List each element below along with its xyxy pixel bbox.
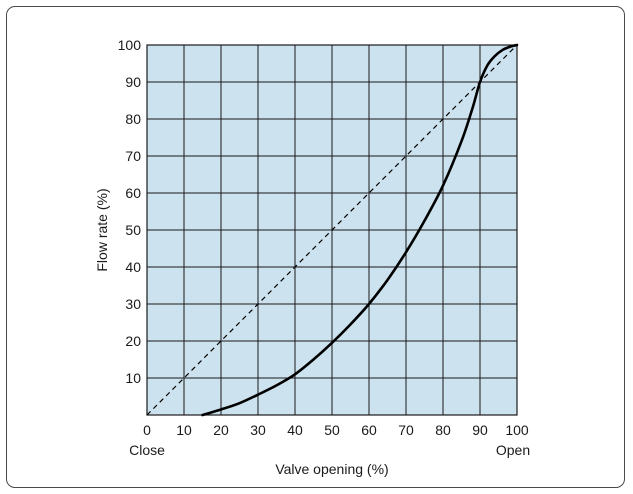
x-axis-open-label: Open bbox=[496, 442, 530, 458]
y-tick-label: 50 bbox=[125, 222, 141, 238]
y-tick-label: 80 bbox=[125, 111, 141, 127]
y-tick-label: 60 bbox=[125, 185, 141, 201]
y-tick-label: 40 bbox=[125, 259, 141, 275]
x-tick-label: 10 bbox=[176, 422, 192, 438]
figure-frame bbox=[6, 6, 625, 488]
x-tick-label: 60 bbox=[361, 422, 377, 438]
y-tick-label: 30 bbox=[125, 296, 141, 312]
y-tick-labels: 10 20 30 40 50 60 70 80 90 100 bbox=[118, 37, 142, 386]
x-tick-label: 90 bbox=[472, 422, 488, 438]
y-tick-label: 10 bbox=[125, 370, 141, 386]
x-tick-label: 80 bbox=[435, 422, 451, 438]
x-tick-label: 30 bbox=[250, 422, 266, 438]
x-axis-close-label: Close bbox=[129, 442, 165, 458]
y-tick-label: 90 bbox=[125, 74, 141, 90]
x-tick-label: 100 bbox=[505, 422, 529, 438]
x-tick-label: 20 bbox=[213, 422, 229, 438]
x-tick-labels: 0 10 20 30 40 50 60 70 80 90 100 bbox=[143, 422, 529, 438]
series-layer bbox=[146, 43, 519, 417]
x-axis-title: Valve opening (%) bbox=[275, 461, 388, 477]
y-axis-title: Flow rate (%) bbox=[94, 188, 110, 271]
flow-curve bbox=[201, 43, 519, 417]
y-tick-label: 70 bbox=[125, 148, 141, 164]
x-tick-label: 70 bbox=[398, 422, 414, 438]
x-tick-label: 40 bbox=[287, 422, 303, 438]
x-tick-label: 50 bbox=[324, 422, 340, 438]
plot-border bbox=[146, 44, 518, 416]
y-tick-label: 100 bbox=[118, 37, 142, 53]
y-tick-label: 20 bbox=[125, 333, 141, 349]
linear-reference-line bbox=[146, 44, 518, 416]
x-tick-label: 0 bbox=[143, 422, 151, 438]
